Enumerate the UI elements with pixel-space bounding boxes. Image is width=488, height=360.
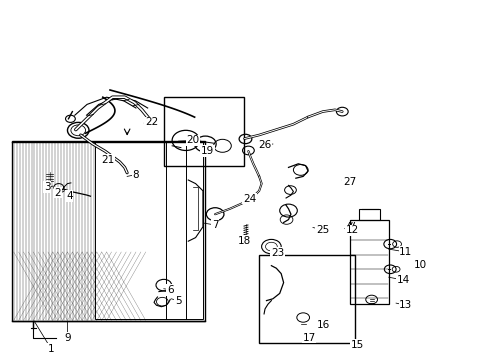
Text: 22: 22 bbox=[144, 117, 158, 127]
Text: 16: 16 bbox=[316, 320, 330, 330]
Text: 23: 23 bbox=[270, 248, 284, 258]
Bar bbox=[163, 97, 244, 166]
Text: 21: 21 bbox=[101, 155, 114, 165]
Text: 13: 13 bbox=[398, 300, 412, 310]
Text: 15: 15 bbox=[349, 340, 363, 350]
Bar bbox=[359, 209, 379, 220]
Text: 25: 25 bbox=[315, 225, 329, 235]
Bar bbox=[12, 141, 205, 321]
Text: 20: 20 bbox=[186, 135, 199, 145]
Text: 14: 14 bbox=[396, 275, 409, 285]
Text: 17: 17 bbox=[302, 333, 315, 343]
Text: 6: 6 bbox=[166, 285, 173, 295]
Text: 27: 27 bbox=[342, 177, 356, 187]
Text: 7: 7 bbox=[211, 220, 218, 230]
Text: 2: 2 bbox=[54, 188, 61, 198]
Text: 5: 5 bbox=[175, 296, 182, 306]
Text: 11: 11 bbox=[398, 247, 412, 257]
Text: 12: 12 bbox=[345, 225, 358, 235]
Text: 9: 9 bbox=[64, 333, 71, 343]
Bar bbox=[95, 142, 203, 319]
Text: 3: 3 bbox=[44, 182, 51, 192]
Bar bbox=[349, 220, 388, 304]
Text: 24: 24 bbox=[242, 194, 256, 204]
Text: 1: 1 bbox=[48, 344, 55, 354]
Bar bbox=[259, 255, 354, 343]
Text: 4: 4 bbox=[66, 191, 73, 201]
Text: 19: 19 bbox=[201, 146, 214, 156]
Text: 18: 18 bbox=[237, 236, 251, 246]
Text: 10: 10 bbox=[413, 260, 426, 270]
Text: 26: 26 bbox=[258, 140, 271, 150]
Text: 8: 8 bbox=[132, 170, 139, 180]
